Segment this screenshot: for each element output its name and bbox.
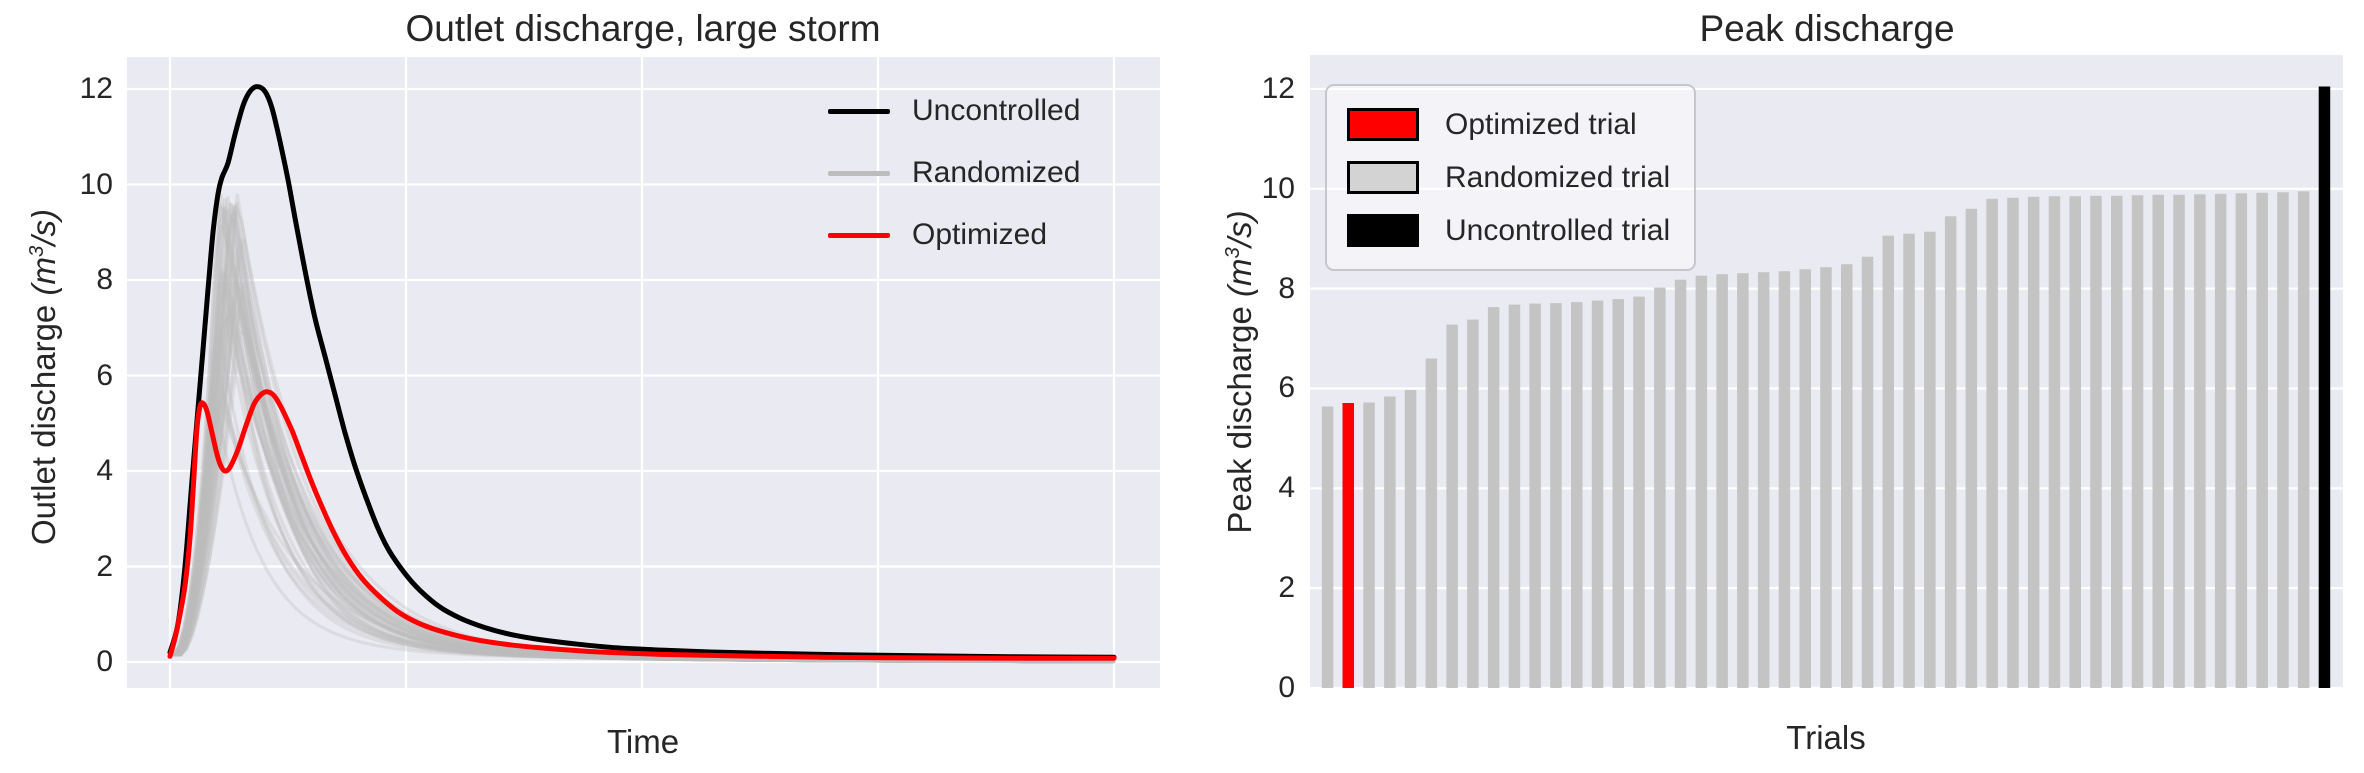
- randomized-bar: [2194, 194, 2206, 688]
- randomized-bar: [1591, 300, 1604, 688]
- right-y-tick-label: 4: [1278, 471, 1295, 505]
- right-y-tick-label: 12: [1261, 71, 1295, 105]
- right-gridlines: [1310, 87, 2343, 688]
- randomized-bar: [2235, 193, 2248, 688]
- randomized-bar: [1487, 307, 1500, 688]
- legend-label: Randomized trial: [1445, 160, 1671, 194]
- left-legend: Uncontrolled Randomized Optimized: [828, 80, 1080, 266]
- left-y-tick-label: 8: [96, 263, 113, 296]
- randomized-bar: [1384, 396, 1396, 688]
- optimized-line: [167, 389, 1117, 661]
- legend-label: Uncontrolled trial: [1445, 213, 1671, 247]
- randomized-bar: [1778, 271, 1791, 688]
- left-y-tick-label: 2: [96, 549, 113, 583]
- right-y-tick-label: 10: [1261, 171, 1295, 205]
- legend-item-optimized-trial: Optimized trial: [1347, 98, 1670, 151]
- randomized-bar: [1861, 256, 1874, 688]
- legend-item-optimized: Optimized: [828, 204, 1080, 266]
- randomized-bar: [1425, 358, 1438, 688]
- randomized-bar: [1986, 198, 1998, 688]
- randomized-bar: [1363, 402, 1375, 688]
- randomized-bar: [1404, 390, 1417, 688]
- randomized-bar: [1799, 269, 1811, 688]
- left-gridlines: [127, 57, 1160, 688]
- right-y-tick-label: 8: [1278, 271, 1295, 305]
- legend-label: Optimized: [912, 218, 1048, 251]
- randomized-bar: [2027, 196, 2040, 688]
- left-y-tick-label: 4: [96, 454, 113, 487]
- right-chart-canvas: [1310, 55, 2343, 688]
- right-y-tick-label: 2: [1278, 571, 1295, 605]
- randomized-line-swatch: [828, 170, 890, 176]
- randomized-bar: [1321, 406, 1334, 688]
- right-legend: Optimized trial Randomized trial Uncontr…: [1325, 84, 1697, 271]
- randomized-bar: [1508, 304, 1521, 688]
- optimized-patch-swatch: [1347, 108, 1419, 141]
- randomized-bar: [2256, 192, 2268, 688]
- randomized-bar: [1820, 267, 1832, 688]
- right-y-tick-label: 6: [1278, 371, 1295, 405]
- left-x-axis-label: Time: [606, 723, 680, 760]
- randomized-bar: [1737, 273, 1749, 688]
- right-x-axis-label: Trials: [1786, 719, 1866, 756]
- randomized-bar: [2173, 194, 2185, 688]
- randomized-bar: [2131, 195, 2144, 688]
- uncontrolled-bar: [2318, 86, 2331, 688]
- optimized-bar: [1342, 403, 1354, 688]
- randomized-bar: [2277, 192, 2289, 688]
- randomized-bar: [1612, 299, 1624, 688]
- randomized-patch-swatch: [1347, 161, 1419, 194]
- legend-item-randomized-trial: Randomized trial: [1347, 151, 1670, 204]
- optimized-line-swatch: [828, 232, 890, 238]
- randomized-bar: [1757, 272, 1770, 688]
- left-chart-title: Outlet discharge, large storm: [405, 8, 881, 49]
- right-chart-title: Peak discharge: [1699, 8, 1955, 49]
- legend-label: Uncontrolled: [912, 94, 1081, 127]
- randomized-bar: [1467, 319, 1479, 688]
- randomized-bar: [2297, 191, 2310, 688]
- left-y-tick-label: 12: [79, 72, 113, 105]
- legend-label: Randomized: [912, 156, 1081, 189]
- randomized-bar: [1695, 275, 1708, 688]
- right-y-tick-label: 0: [1278, 671, 1295, 704]
- legend-label: Optimized trial: [1445, 107, 1637, 141]
- randomized-bar: [1550, 303, 1562, 688]
- left-y-tick-label: 6: [96, 358, 113, 392]
- randomized-bar: [1841, 264, 1853, 688]
- randomized-bar: [2214, 193, 2227, 688]
- bars: [1321, 86, 2331, 688]
- randomized-bar: [1924, 231, 1936, 688]
- randomized-bar: [1944, 216, 1957, 688]
- randomized-bar: [2048, 196, 2061, 688]
- randomized-bar: [2007, 197, 2019, 688]
- legend-item-uncontrolled-trial: Uncontrolled trial: [1347, 204, 1670, 257]
- randomized-bar: [2069, 196, 2081, 688]
- randomized-bar: [1882, 235, 1894, 688]
- randomized-lines: [170, 193, 1116, 664]
- randomized-bar: [1529, 303, 1541, 688]
- randomized-bar: [1903, 233, 1915, 688]
- randomized-bar: [1716, 274, 1728, 688]
- randomized-bar: [1965, 208, 1978, 688]
- randomized-bar: [2090, 195, 2102, 688]
- randomized-bar: [2152, 194, 2164, 688]
- uncontrolled-line-swatch: [828, 108, 890, 114]
- randomized-bar: [1633, 296, 1645, 688]
- left-y-tick-label: 10: [79, 167, 113, 201]
- randomized-bar: [1654, 287, 1666, 688]
- legend-item-uncontrolled: Uncontrolled: [828, 80, 1080, 142]
- randomized-bar: [1571, 302, 1583, 688]
- randomized-bar: [2111, 195, 2123, 688]
- uncontrolled-line: [167, 84, 1117, 660]
- left-y-tick-label: 0: [96, 645, 113, 678]
- uncontrolled-patch-swatch: [1347, 214, 1419, 247]
- legend-item-randomized: Randomized: [828, 142, 1080, 204]
- randomized-bar: [1446, 324, 1458, 688]
- left-chart-canvas: [127, 57, 1160, 688]
- randomized-bar: [1674, 279, 1687, 688]
